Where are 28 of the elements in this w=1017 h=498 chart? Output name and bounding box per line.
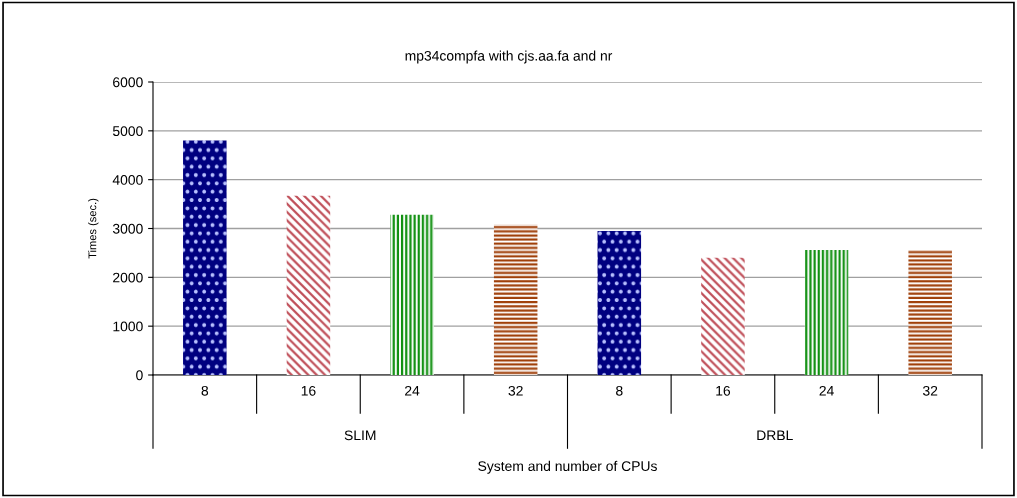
- x-tick-label: 32: [508, 385, 523, 396]
- x-tick-label: 24: [405, 385, 420, 396]
- bar: [493, 224, 538, 375]
- chart-title: mp34compfa with cjs.aa.fa and nr: [405, 50, 613, 64]
- y-tick-label: 1000: [113, 321, 143, 332]
- x-tick-label: 16: [301, 385, 316, 396]
- y-tick-label: 5000: [112, 126, 143, 136]
- y-tick-label: 2000: [113, 272, 143, 283]
- x-tick-label: 8: [201, 385, 209, 396]
- bar: [804, 249, 849, 375]
- x-axis-title: System and number of CPUs: [478, 460, 657, 474]
- y-tick-label: 6000: [113, 77, 143, 88]
- bar: [183, 140, 227, 375]
- bar: [597, 230, 642, 375]
- y-tick-label: 3000: [112, 223, 143, 234]
- x-tick-label: 16: [716, 385, 731, 396]
- text: SLIM: [344, 430, 376, 441]
- x-tick-label: 32: [922, 385, 938, 396]
- text: DRBL: [757, 430, 793, 441]
- bar: [908, 249, 952, 375]
- x-tick-label: 8: [616, 385, 623, 396]
- bar: [390, 214, 434, 375]
- bar: [701, 257, 745, 375]
- x-tick-label: 24: [819, 385, 834, 396]
- y-tick-label: 4000: [112, 175, 143, 185]
- y-axis-title: Times (sec.): [88, 198, 99, 259]
- bar: [286, 195, 331, 375]
- y-tick-label: 0: [136, 370, 143, 381]
